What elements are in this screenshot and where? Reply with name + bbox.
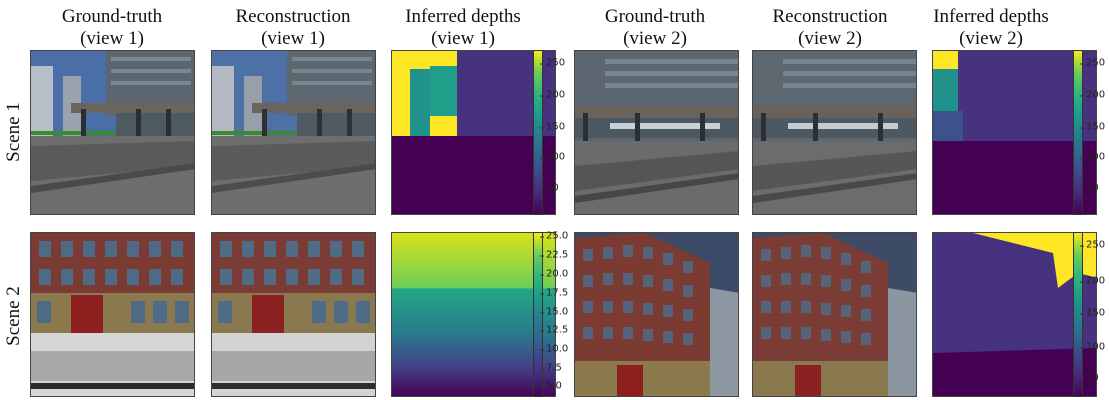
colorbar-tick: 50 — [540, 182, 559, 194]
column-header-gt-view2: Ground-truth (view 2) — [570, 6, 740, 50]
scene1-ground-truth-view1-image — [30, 50, 195, 215]
header-line1: Ground-truth — [604, 6, 706, 27]
colorbar-tick: 5.0 — [540, 380, 562, 392]
scene2-view1-colorbar — [533, 232, 543, 397]
colorbar-tick: 22.5 — [539, 249, 569, 261]
header-line1: Inferred depths — [405, 6, 521, 27]
header-line2: (view 2) — [623, 28, 687, 49]
scene2-reconstruction-view2-image — [752, 232, 917, 397]
colorbar-tick: 20.0 — [539, 268, 569, 280]
colorbar-tick: 250 — [1079, 57, 1106, 69]
scene2-ground-truth-view2-image — [574, 232, 739, 397]
scene1-inferred-depth-view1-image — [391, 50, 556, 215]
scene2-inferred-depth-view1-image — [391, 232, 556, 397]
column-header-depth-view2: Inferred depths (view 2) — [906, 6, 1076, 50]
colorbar-tick: 100 — [1079, 151, 1106, 163]
scene1-view1-colorbar — [533, 50, 543, 215]
scene2-ground-truth-view1-image — [30, 232, 195, 397]
row-label-scene2: Scene 2 — [3, 286, 24, 346]
header-line1: Inferred depths — [933, 6, 1049, 27]
header-line2: (view 2) — [798, 28, 862, 49]
colorbar-tick: 7.5 — [540, 362, 562, 374]
header-line2: (view 1) — [431, 28, 495, 49]
scene1-view2-colorbar — [1073, 50, 1083, 215]
header-line1: Reconstruction — [235, 6, 351, 27]
header-line1: Ground-truth — [61, 6, 163, 27]
header-line2: (view 1) — [80, 28, 144, 49]
colorbar-tick: 250 — [539, 57, 566, 69]
colorbar-tick: 150 — [1079, 307, 1106, 319]
colorbar-tick: 200 — [539, 89, 566, 101]
colorbar-tick: 10.0 — [539, 343, 569, 355]
colorbar-tick: 15.0 — [539, 306, 569, 318]
colorbar-tick: 50 — [1080, 182, 1099, 194]
colorbar-tick: 12.5 — [539, 324, 569, 336]
colorbar-tick: 200 — [1079, 89, 1106, 101]
header-line2: (view 1) — [261, 28, 325, 49]
column-header-depth-view1: Inferred depths (view 1) — [378, 6, 548, 50]
scene1-reconstruction-view2-image — [752, 50, 917, 215]
scene1-ground-truth-view2-image — [574, 50, 739, 215]
scene2-view2-colorbar — [1073, 232, 1083, 397]
row-label-scene1: Scene 1 — [3, 102, 24, 162]
header-line1: Reconstruction — [772, 6, 888, 27]
colorbar-tick: 25.0 — [539, 230, 569, 242]
colorbar-tick: 250 — [1079, 239, 1106, 251]
column-header-gt-view1: Ground-truth (view 1) — [27, 6, 197, 50]
column-header-recon-view2: Reconstruction (view 2) — [745, 6, 915, 50]
column-header-recon-view1: Reconstruction (view 1) — [208, 6, 378, 50]
header-line2: (view 2) — [959, 28, 1023, 49]
scene1-reconstruction-view1-image — [211, 50, 376, 215]
colorbar-tick: 150 — [539, 121, 566, 133]
scene2-reconstruction-view1-image — [211, 232, 376, 397]
colorbar-tick: 50 — [1080, 372, 1099, 384]
scene2-inferred-depth-view2-image — [932, 232, 1097, 397]
colorbar-tick: 100 — [1079, 341, 1106, 353]
colorbar-tick: 100 — [539, 151, 566, 163]
colorbar-tick: 150 — [1079, 121, 1106, 133]
colorbar-tick: 200 — [1079, 275, 1106, 287]
scene1-inferred-depth-view2-image — [932, 50, 1097, 215]
colorbar-tick: 17.5 — [539, 287, 569, 299]
